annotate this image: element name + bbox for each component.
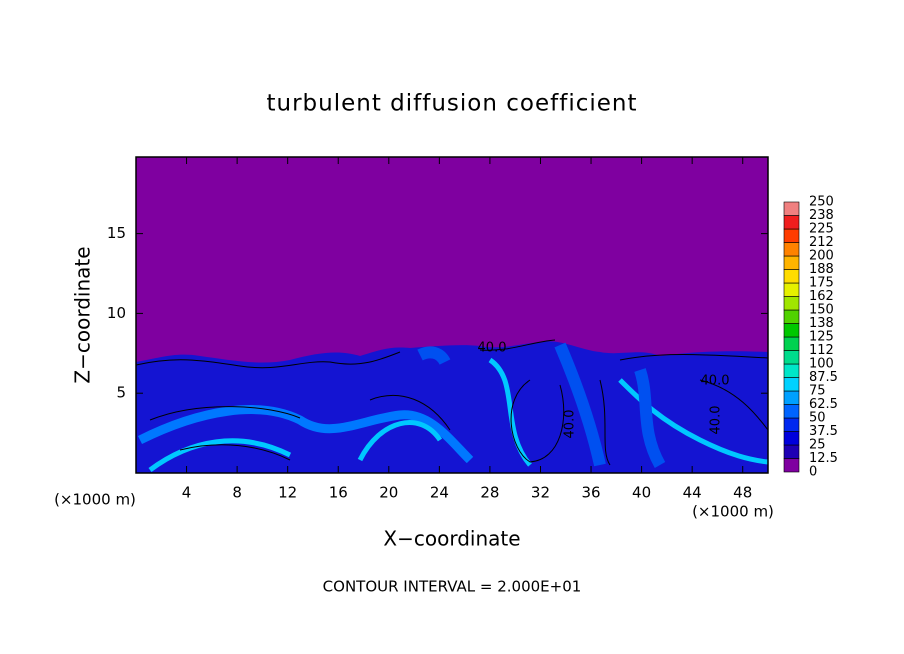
colorbar-box	[783, 269, 800, 284]
colorbar-label: 212	[809, 235, 834, 250]
field-turbulent-layer	[136, 341, 768, 473]
plot-frame	[135, 156, 769, 474]
contour-label: 40.0	[709, 406, 724, 435]
colorbar-box	[783, 377, 800, 392]
colorbar-label: 200	[809, 249, 834, 264]
colorbar-box	[783, 417, 800, 432]
colorbar-label: 162	[809, 289, 834, 304]
colorbar-box	[783, 255, 800, 270]
colorbar-label: 12.5	[809, 451, 838, 466]
y-axis-label: Z−coordinate	[71, 246, 95, 383]
x-tick-label: 36	[581, 484, 600, 502]
colorbar-label: 112	[809, 343, 834, 358]
colorbar-label: 125	[809, 330, 834, 345]
colorbar-label: 25	[809, 438, 826, 453]
y-tick-label: 10	[107, 304, 126, 322]
footer: CONTOUR INTERVAL = 2.000E+01	[323, 578, 582, 596]
x-tick-label: 40	[632, 484, 651, 502]
y-tick-label: 15	[107, 224, 126, 242]
contour-label: 40.0	[563, 410, 578, 439]
x-tick-label: 48	[733, 484, 752, 502]
colorbar-box	[783, 458, 800, 473]
colorbar-box	[783, 323, 800, 338]
x-unit-label: (×1000 m)	[692, 503, 774, 521]
colorbar-box	[783, 444, 800, 459]
colorbar-box	[783, 282, 800, 297]
field-streak	[137, 405, 474, 464]
colorbar-box	[783, 336, 800, 351]
colorbar-label: 138	[809, 316, 834, 331]
contour-label: 40.0	[701, 374, 730, 389]
x-tick-label: 4	[182, 484, 192, 502]
chart-title: turbulent diffusion coefficient	[266, 91, 637, 117]
colorbar-label: 100	[809, 357, 834, 372]
colorbar-label: 0	[809, 465, 817, 480]
colorbar-label: 175	[809, 276, 834, 291]
y-tick-label: 5	[116, 384, 126, 402]
colorbar-box	[783, 242, 800, 257]
y-unit-label: (×1000 m)	[54, 491, 136, 509]
x-tick-label: 12	[278, 484, 297, 502]
x-tick-label: 16	[329, 484, 348, 502]
colorbar-box	[783, 404, 800, 419]
colorbar-label: 62.5	[809, 397, 838, 412]
colorbar-label: 150	[809, 303, 834, 318]
colorbar-box	[783, 201, 800, 216]
colorbar-box	[783, 350, 800, 365]
x-tick-label: 8	[232, 484, 242, 502]
colorbar-box	[783, 215, 800, 230]
colorbar-label: 250	[809, 195, 834, 210]
colorbar-label: 87.5	[809, 370, 838, 385]
colorbar-box	[783, 390, 800, 405]
colorbar-label: 238	[809, 208, 834, 223]
colorbar-box	[783, 363, 800, 378]
x-axis-label: X−coordinate	[383, 527, 520, 551]
colorbar-box	[783, 309, 800, 324]
x-tick-label: 20	[379, 484, 398, 502]
x-tick-label: 24	[430, 484, 449, 502]
x-tick-label: 32	[531, 484, 550, 502]
colorbar-box	[783, 431, 800, 446]
colorbar-label: 75	[809, 384, 826, 399]
field-contour	[135, 339, 769, 466]
colorbar-label: 188	[809, 262, 834, 277]
field-streak	[417, 342, 666, 468]
colorbar-box	[783, 228, 800, 243]
x-tick-label: 28	[480, 484, 499, 502]
colorbar-label: 37.5	[809, 424, 838, 439]
field	[135, 156, 769, 474]
x-tick-label: 44	[683, 484, 702, 502]
colorbar-label: 225	[809, 222, 834, 237]
field-streak	[148, 357, 769, 473]
contour-label: 40.0	[478, 341, 507, 356]
colorbar-box	[783, 296, 800, 311]
colorbar-label: 50	[809, 411, 826, 426]
